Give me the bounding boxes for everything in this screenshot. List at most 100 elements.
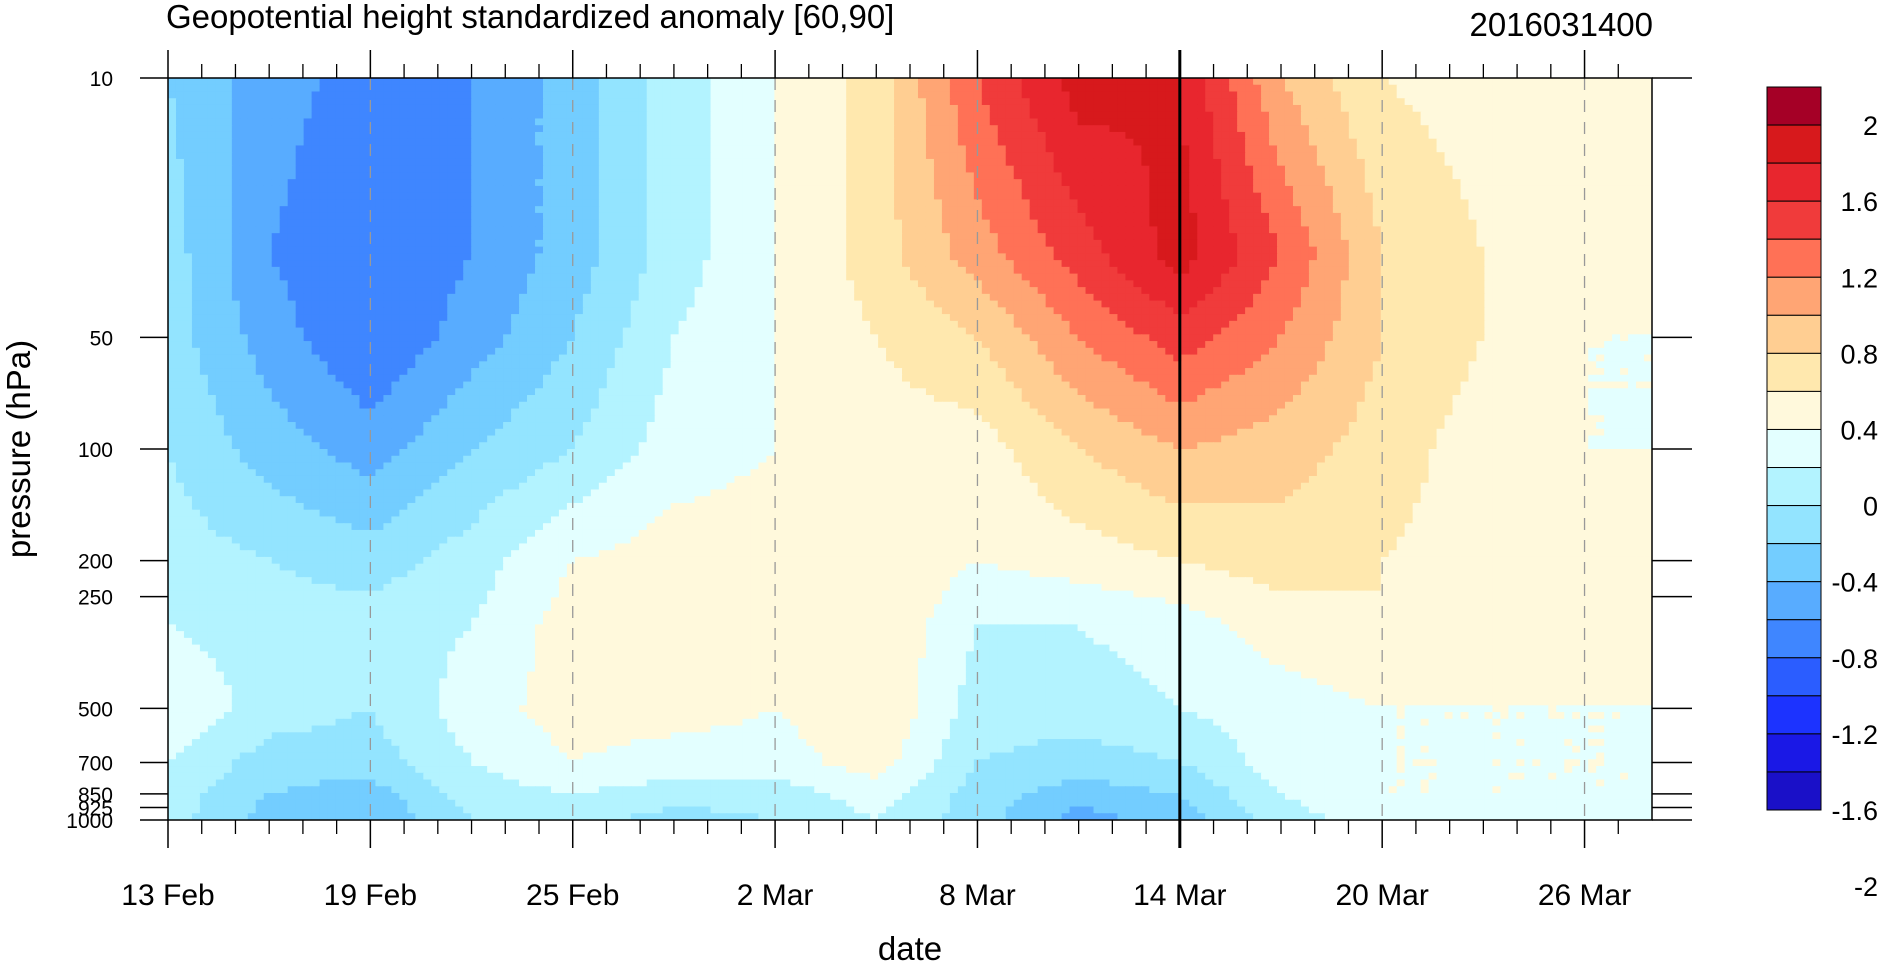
contour-cell [790, 172, 799, 180]
contour-cell [1420, 111, 1430, 120]
contour-cell [814, 91, 823, 99]
contour-cell [1117, 125, 1127, 133]
contour-cell [287, 158, 297, 167]
contour-cell [1213, 111, 1222, 120]
contour-cell [399, 253, 409, 261]
contour-cell [854, 179, 863, 187]
contour-cell [558, 212, 568, 221]
contour-cell [1245, 253, 1254, 261]
contour-cell [1292, 84, 1302, 93]
contour-cell [750, 145, 760, 153]
contour-cell [965, 172, 975, 180]
contour-cell [1396, 131, 1406, 140]
contour-cell [175, 199, 185, 207]
contour-cell [830, 226, 839, 234]
contour-cell [638, 111, 648, 120]
contour-cell [183, 111, 193, 120]
contour-cell [1324, 239, 1334, 248]
contour-cell [1213, 253, 1222, 261]
contour-cell [766, 104, 776, 113]
contour-cell [1412, 206, 1422, 214]
contour-cell [1348, 138, 1358, 147]
contour-cell [319, 138, 329, 147]
contour-cell [1029, 118, 1039, 126]
contour-cell [550, 118, 560, 126]
contour-cell [862, 152, 871, 160]
contour-cell [1061, 78, 1071, 86]
contour-cell [862, 98, 871, 106]
contour-cell [447, 219, 456, 228]
contour-cell [925, 111, 935, 120]
contour-cell [925, 78, 935, 86]
contour-cell [830, 111, 839, 120]
contour-cell [662, 84, 672, 93]
contour-cell [1348, 158, 1358, 167]
contour-cell [455, 145, 464, 153]
contour-cell [878, 172, 887, 180]
contour-cell [1292, 111, 1302, 120]
contour-cell [702, 111, 712, 120]
contour-cell [622, 179, 632, 187]
contour-cell [902, 233, 911, 241]
contour-cell [678, 172, 688, 180]
contour-cell [965, 78, 975, 86]
contour-cell [223, 192, 233, 201]
contour-cell [997, 172, 1007, 180]
contour-cell [319, 253, 329, 261]
contour-cell [1189, 192, 1198, 201]
contour-cell [989, 253, 999, 261]
contour-cell [654, 165, 664, 174]
contour-cell [1277, 172, 1286, 180]
contour-cell [742, 145, 752, 153]
contour-cell [566, 138, 576, 147]
contour-cell [1093, 219, 1103, 228]
contour-cell [231, 131, 241, 140]
contour-cell [702, 125, 712, 133]
contour-cell [1556, 185, 1565, 194]
contour-cell [183, 185, 193, 194]
contour-cell [511, 212, 520, 221]
contour-cell [1404, 192, 1414, 201]
contour-cell [407, 118, 417, 126]
contour-cell [630, 206, 640, 214]
contour-cell [1404, 199, 1414, 207]
contour-cell [1436, 158, 1446, 167]
contour-cell [1628, 199, 1637, 207]
contour-cell [351, 199, 361, 207]
contour-cell [1292, 145, 1302, 153]
contour-cell [1324, 145, 1334, 153]
contour-cell [431, 246, 440, 255]
contour-cell [1189, 125, 1198, 133]
contour-cell [1572, 172, 1581, 180]
contour-cell [1253, 111, 1262, 120]
contour-cell [742, 84, 752, 93]
contour-cell [933, 104, 943, 113]
contour-cell [686, 104, 696, 113]
contour-cell [1476, 111, 1486, 120]
contour-cell [231, 219, 241, 228]
contour-cell [949, 212, 959, 221]
contour-cell [638, 131, 648, 140]
contour-cell [455, 199, 464, 207]
contour-cell [997, 104, 1007, 113]
contour-cell [750, 152, 760, 160]
contour-cell [255, 253, 265, 261]
contour-cell [1500, 118, 1510, 126]
contour-cell [1388, 253, 1398, 261]
contour-cell [279, 118, 289, 126]
contour-cell [1237, 239, 1246, 248]
contour-cell [1292, 78, 1302, 86]
contour-cell [191, 145, 201, 153]
contour-cell [1500, 185, 1510, 194]
contour-cell [726, 111, 736, 120]
contour-cell [1356, 179, 1366, 187]
contour-cell [1332, 125, 1342, 133]
contour-cell [215, 206, 225, 214]
contour-cell [574, 131, 584, 140]
contour-cell [662, 78, 672, 86]
contour-cell [758, 192, 768, 201]
contour-cell [1029, 78, 1039, 86]
contour-cell [910, 206, 919, 214]
contour-cell [1628, 246, 1637, 255]
contour-cell [1061, 212, 1071, 221]
